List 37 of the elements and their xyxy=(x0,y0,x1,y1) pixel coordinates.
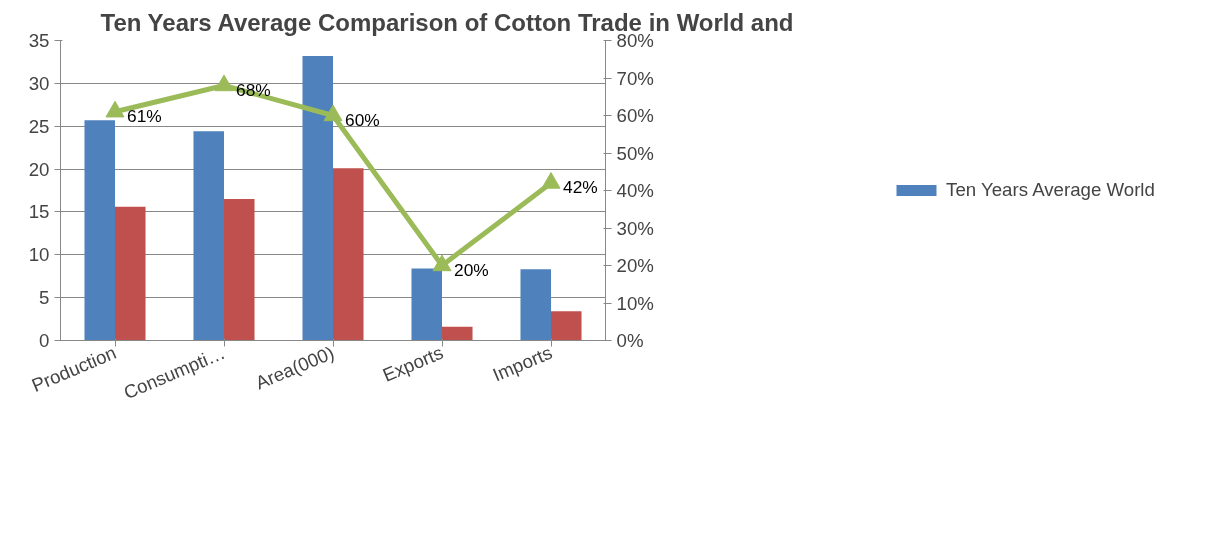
data-label: 42% xyxy=(563,177,598,197)
y2-tick-label: 40% xyxy=(616,180,654,201)
y-tick-label: 35 xyxy=(28,30,50,51)
y-tick-label: 10 xyxy=(28,244,50,266)
bar xyxy=(115,206,146,341)
y-tick-label: 25 xyxy=(28,115,50,137)
bar xyxy=(302,55,333,341)
bar xyxy=(224,199,255,341)
bar xyxy=(84,120,115,341)
point xyxy=(541,172,561,189)
y2-tick-label: 30% xyxy=(616,217,654,239)
y2-tick-label: 10% xyxy=(616,292,654,314)
y-tick-label: 30 xyxy=(28,72,50,94)
point xyxy=(323,104,343,122)
y2-tick-label: 60% xyxy=(616,105,654,126)
data-label: 61% xyxy=(127,105,162,126)
bar xyxy=(551,311,582,341)
y-tick-label: 5 xyxy=(39,287,50,309)
bar xyxy=(333,168,364,341)
data-label: 60% xyxy=(345,109,380,130)
bar xyxy=(442,326,473,341)
y2-tick-label: 50% xyxy=(616,142,654,164)
y2-tick-label: 70% xyxy=(616,67,654,89)
point xyxy=(214,74,234,92)
y-tick-label: 20 xyxy=(28,158,50,180)
y2-tick-label: 80% xyxy=(616,30,654,51)
point xyxy=(105,100,125,118)
data-label: 20% xyxy=(454,259,489,280)
legend-label: Ten Years Average World xyxy=(946,179,1155,201)
y-tick-label: 0 xyxy=(39,330,50,351)
y2-tick-label: 0% xyxy=(616,330,644,351)
bar xyxy=(193,131,224,341)
bar xyxy=(520,269,551,341)
y2-tick-label: 20% xyxy=(616,255,654,276)
y-tick-label: 15 xyxy=(28,201,50,223)
point xyxy=(432,254,452,272)
bar xyxy=(411,268,442,341)
